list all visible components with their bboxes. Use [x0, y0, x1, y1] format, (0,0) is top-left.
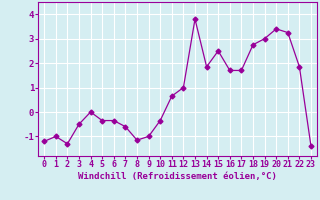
X-axis label: Windchill (Refroidissement éolien,°C): Windchill (Refroidissement éolien,°C) — [78, 172, 277, 181]
